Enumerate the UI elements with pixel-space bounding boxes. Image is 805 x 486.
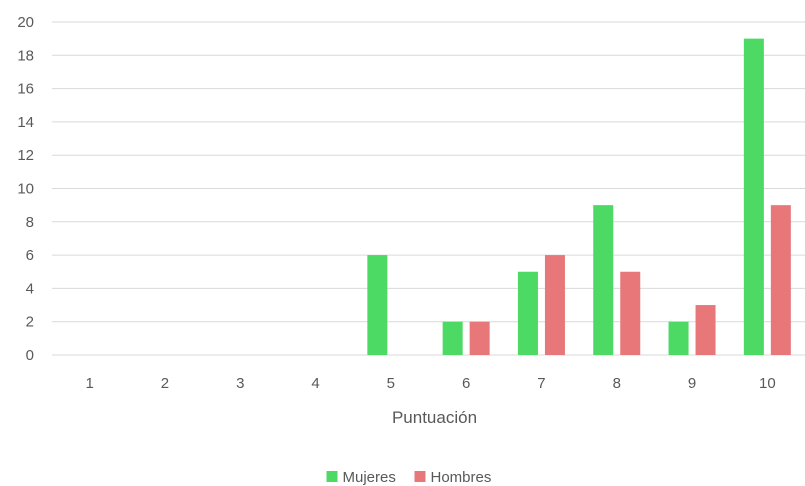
y-tick-label: 2 (26, 314, 34, 331)
legend-label-hombres: Hombres (431, 469, 492, 486)
y-tick-label: 8 (26, 214, 34, 231)
bar-hombres-9 (695, 305, 716, 355)
y-tick-label: 12 (17, 147, 34, 164)
x-axis-ticks: 1 2 3 4 5 6 7 8 9 10 (85, 375, 775, 392)
legend-label-mujeres: Mujeres (343, 469, 396, 486)
y-tick-label: 20 (17, 14, 34, 31)
x-tick-label: 2 (161, 375, 169, 392)
x-axis-title: Puntuación (392, 408, 477, 427)
y-tick-label: 10 (17, 181, 34, 198)
bar-mujeres-8 (593, 205, 614, 355)
x-tick-label: 7 (537, 375, 545, 392)
bar-hombres-7 (544, 255, 565, 355)
bar-mujeres-6 (442, 321, 463, 355)
bar-hombres-10 (770, 205, 791, 355)
x-tick-label: 9 (688, 375, 696, 392)
bar-mujeres-5 (367, 255, 388, 355)
y-tick-label: 4 (26, 280, 34, 297)
bar-mujeres-7 (517, 271, 538, 355)
y-tick-label: 18 (17, 47, 34, 64)
bar-mujeres-10 (743, 38, 764, 356)
bars (367, 38, 791, 356)
y-axis-ticks: 0 2 4 6 8 10 12 14 16 18 20 (17, 14, 34, 364)
gridlines (52, 21, 805, 356)
x-tick-label: 3 (236, 375, 244, 392)
y-tick-label: 6 (26, 247, 34, 264)
bar-hombres-8 (620, 271, 641, 355)
legend-swatch-mujeres (326, 471, 338, 482)
legend-swatch-hombres (414, 471, 426, 482)
x-tick-label: 1 (85, 375, 93, 392)
x-tick-label: 10 (759, 375, 776, 392)
y-tick-label: 16 (17, 81, 34, 98)
bar-hombres-6 (469, 321, 490, 355)
x-tick-label: 5 (387, 375, 395, 392)
y-tick-label: 14 (17, 114, 34, 131)
x-tick-label: 8 (613, 375, 621, 392)
y-tick-label: 0 (26, 347, 34, 364)
bar-mujeres-9 (668, 321, 689, 355)
legend: Mujeres Hombres (326, 469, 492, 486)
x-tick-label: 4 (311, 375, 319, 392)
x-tick-label: 6 (462, 375, 470, 392)
